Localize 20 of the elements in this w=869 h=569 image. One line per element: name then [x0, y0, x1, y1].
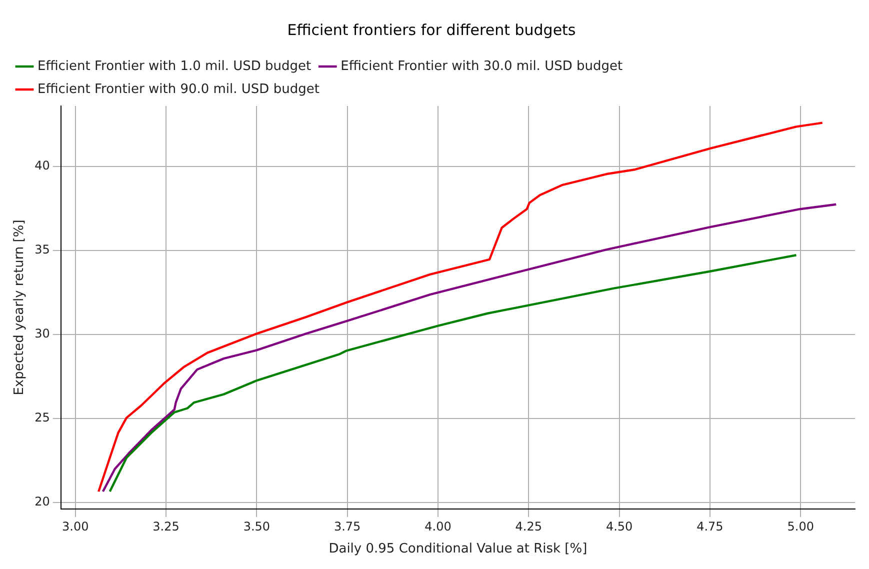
x-tick-label: 3.00	[62, 519, 89, 534]
x-tick-label: 3.50	[243, 519, 270, 534]
y-tick-label: 25	[34, 410, 50, 424]
x-tick-label: 4.25	[515, 519, 542, 534]
legend-label: Efficient Frontier with 30.0 mil. USD budget	[340, 58, 623, 74]
y-tick-label: 40	[34, 158, 50, 173]
legend-label: Efficient Frontier with 90.0 mil. USD budget	[38, 82, 320, 97]
x-tick-label: 3.75	[334, 519, 361, 534]
x-tick-label: 4.00	[424, 519, 452, 534]
x-tick-label: 3.25	[152, 519, 180, 534]
y-tick-label: 20	[34, 494, 50, 508]
x-tick-label: 4.75	[696, 519, 724, 534]
chart-title: Efficient frontiers for different budgets	[287, 20, 576, 39]
y-tick-label: 35	[34, 242, 50, 257]
y-tick-label: 30	[34, 326, 50, 340]
x-tick-label: 5.00	[787, 519, 814, 534]
x-tick-label: 4.50	[606, 519, 633, 534]
x-axis-title: Daily 0.95 Conditional Value at Risk [%]	[328, 542, 588, 557]
legend-label: Efficient Frontier with 1.0 mil. USD budget	[38, 58, 312, 74]
y-axis-title: Expected yearly return [%]	[12, 220, 28, 396]
